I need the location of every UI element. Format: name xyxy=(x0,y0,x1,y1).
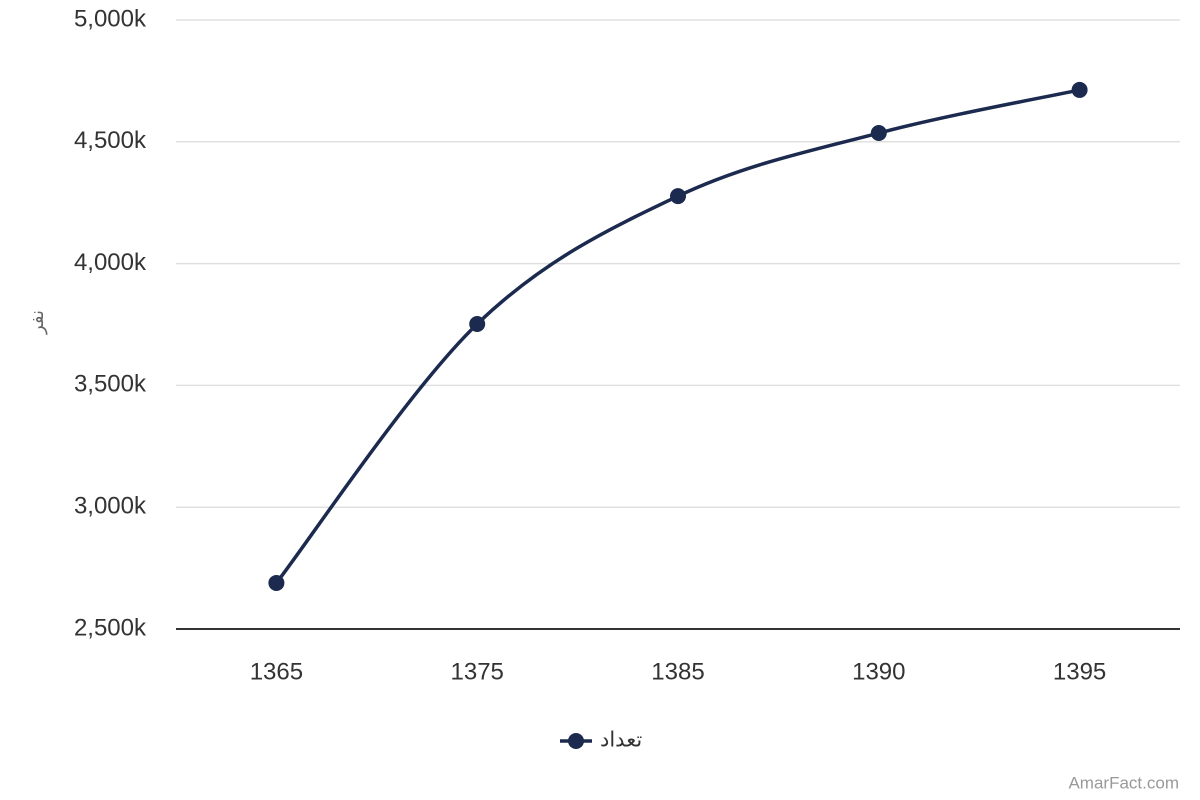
y-tick-label: 4,000k xyxy=(74,249,147,276)
marker xyxy=(268,574,285,591)
x-tick-label: 1385 xyxy=(651,658,704,685)
marker xyxy=(1071,81,1088,98)
line xyxy=(275,88,1080,585)
marker xyxy=(469,316,486,333)
x-tick-label: 1365 xyxy=(250,658,303,685)
legend-marker xyxy=(568,733,584,749)
y-tick-label: 3,500k xyxy=(74,371,147,398)
legend-label: تعداد xyxy=(600,729,642,752)
marker xyxy=(670,188,686,205)
y-tick-label: 5,000k xyxy=(74,5,147,32)
y-tick-label: 2,500k xyxy=(74,614,147,641)
y-tick-label: 4,500k xyxy=(74,127,147,154)
x-tick-label: 1390 xyxy=(852,658,905,685)
credit: AmarFact.com xyxy=(1068,773,1179,792)
y-axis-label: نفر xyxy=(27,310,48,335)
marker xyxy=(870,125,887,142)
x-tick-label: 1375 xyxy=(451,658,504,685)
y-tick-label: 3,000k xyxy=(74,493,147,520)
x-tick-label: 1395 xyxy=(1053,658,1106,685)
